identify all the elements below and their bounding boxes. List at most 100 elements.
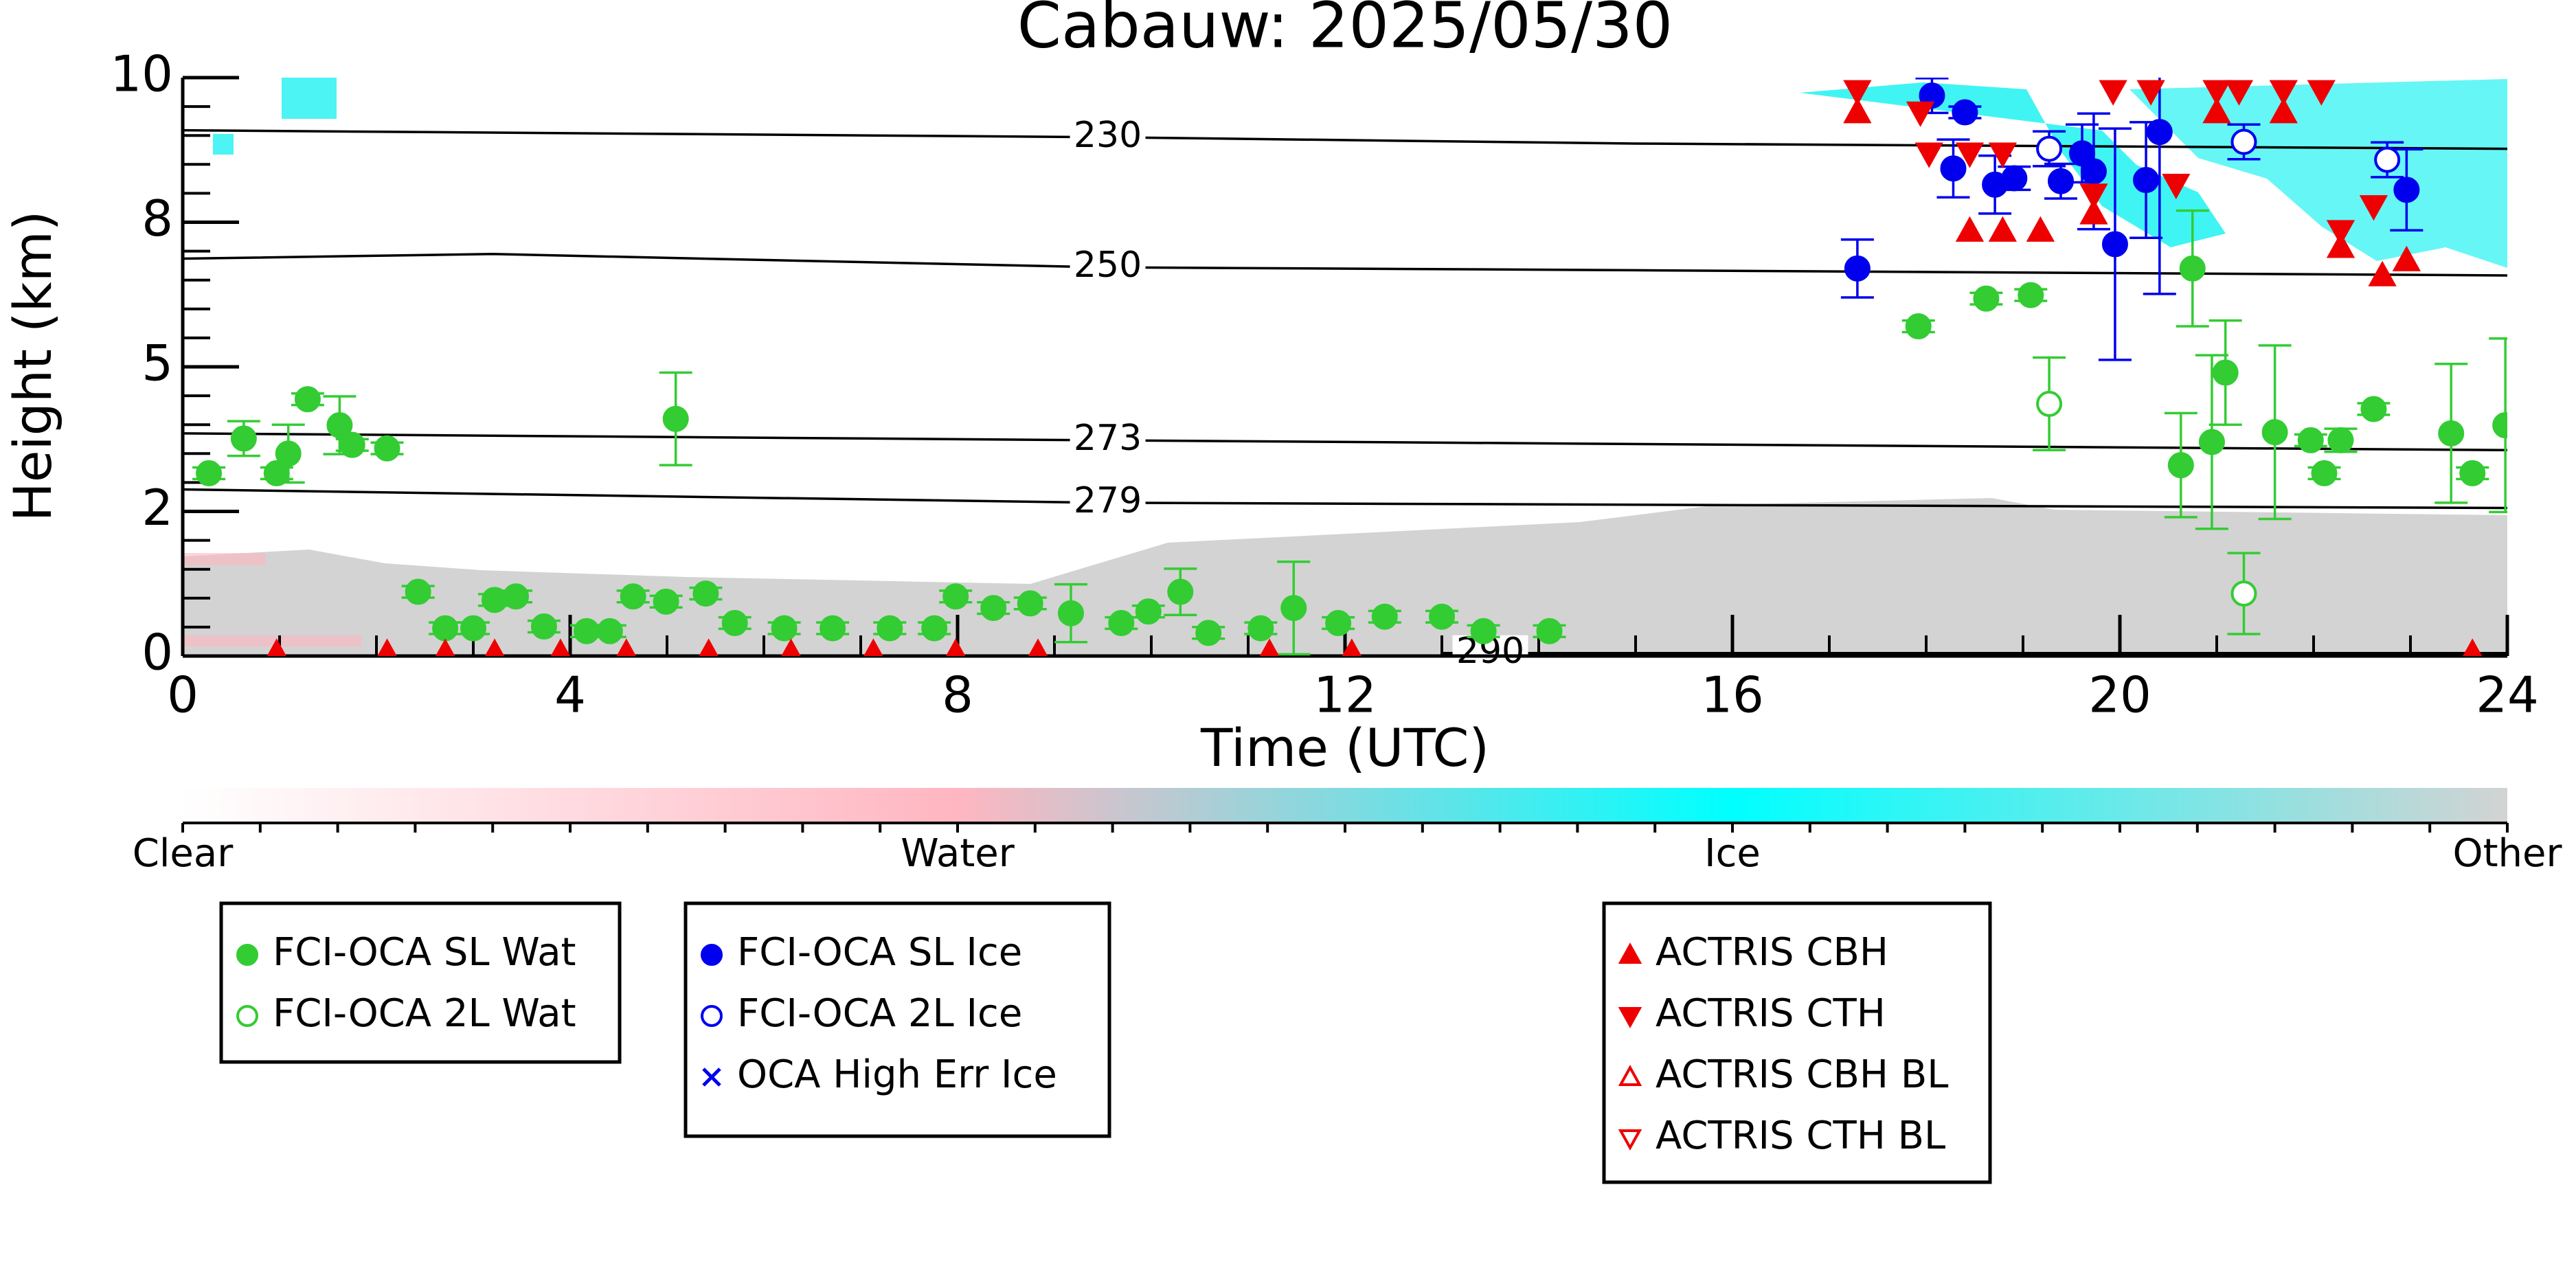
marker [2463, 638, 2483, 656]
marker [2162, 173, 2191, 200]
marker [1371, 603, 1398, 630]
marker [1914, 142, 1943, 168]
marker [1017, 590, 1043, 617]
marker [2492, 412, 2507, 439]
marker [275, 440, 302, 467]
marker [2297, 427, 2324, 453]
contour-line [182, 488, 2508, 510]
marker [2202, 98, 2231, 124]
colorbar-label: Clear [133, 831, 234, 876]
marker [1259, 638, 1280, 656]
marker [230, 425, 257, 452]
legend: ACTRIS CBH ACTRIS CTH ACTRIS CBH BL ACTRIS … [1602, 901, 1992, 1184]
marker [1919, 82, 1945, 109]
marker [1618, 1129, 1642, 1151]
marker [2212, 359, 2239, 386]
marker [326, 412, 353, 439]
marker [1195, 620, 1222, 646]
legend-label: OCA High Err Ice [737, 1052, 1057, 1097]
y-tick-label: 8 [142, 190, 173, 247]
marker [1955, 216, 1985, 242]
marker [1988, 142, 2018, 168]
marker [2001, 165, 2028, 192]
marker [1028, 638, 1048, 656]
marker [1135, 598, 1162, 625]
marker [945, 638, 966, 656]
legend-box [219, 901, 622, 1064]
contour-label: 230 [1074, 115, 1142, 156]
y-tick-label: 10 [110, 45, 173, 103]
contour-label-bg [1070, 422, 1146, 458]
marker [374, 435, 400, 462]
legend-label: ACTRIS CBH [1656, 930, 1888, 975]
marker [2079, 183, 2108, 210]
marker [2099, 80, 2127, 106]
marker [1470, 618, 1497, 644]
marker [942, 583, 969, 610]
marker [2018, 282, 2044, 308]
contour-label-bg [1070, 484, 1146, 521]
marker [432, 615, 459, 642]
marker [377, 638, 397, 656]
marker [236, 1005, 258, 1027]
contour-label: 250 [1074, 245, 1142, 286]
y-tick-label: 2 [142, 479, 173, 536]
marker [236, 944, 258, 966]
marker [662, 405, 689, 432]
marker [1905, 313, 1932, 340]
marker [863, 638, 883, 656]
marker [1906, 101, 1935, 127]
colorbar-label: Ice [1704, 831, 1761, 876]
marker [2359, 195, 2388, 221]
marker [1618, 942, 1642, 964]
marker [2036, 390, 2063, 417]
legend: FCI-OCA SL Wat FCI-OCA 2L Wat [219, 901, 622, 1064]
legend-label: FCI-OCA SL Ice [737, 930, 1022, 975]
colorbar-label: Other [2452, 831, 2562, 876]
legend-box [1602, 901, 1992, 1184]
chart-title: Cabauw: 2025/05/30 [1017, 0, 1673, 62]
marker [2202, 80, 2231, 106]
legend-label: ACTRIS CTH BL [1656, 1114, 1945, 1158]
marker [2224, 80, 2254, 106]
marker [1988, 216, 2018, 242]
x-tick-label: 8 [942, 666, 973, 724]
cloud-mask [183, 78, 2507, 656]
marker [435, 638, 455, 656]
colorbar-label: Water [901, 831, 1015, 876]
legend-label: FCI-OCA 2L Ice [737, 991, 1022, 1036]
contour-label: 279 [1074, 480, 1142, 521]
marker [530, 613, 557, 640]
marker [620, 583, 646, 610]
contour-label-bg [1070, 119, 1146, 155]
legend-label: ACTRIS CBH BL [1656, 1052, 1948, 1097]
contour-label: 273 [1074, 418, 1142, 459]
marker [339, 431, 365, 458]
colorbar [183, 788, 2507, 823]
marker [1325, 610, 1352, 637]
marker [484, 638, 505, 656]
marker [921, 615, 948, 642]
marker [573, 618, 600, 644]
marker [721, 610, 748, 637]
marker [1618, 1006, 1642, 1028]
marker [1952, 99, 1978, 126]
marker [1940, 155, 1967, 182]
marker [820, 615, 846, 642]
marker [1057, 600, 1084, 626]
marker [2326, 232, 2355, 258]
marker [2026, 216, 2055, 242]
marker [2393, 177, 2420, 203]
marker [1955, 142, 1985, 168]
marker [2327, 427, 2354, 453]
marker [781, 638, 801, 656]
marker [771, 615, 798, 642]
legend-box [683, 901, 1111, 1138]
contour-line [182, 432, 2508, 451]
marker [2179, 255, 2206, 282]
marker [877, 615, 903, 642]
contour-label-bg [1070, 249, 1146, 286]
marker [2167, 452, 2194, 479]
